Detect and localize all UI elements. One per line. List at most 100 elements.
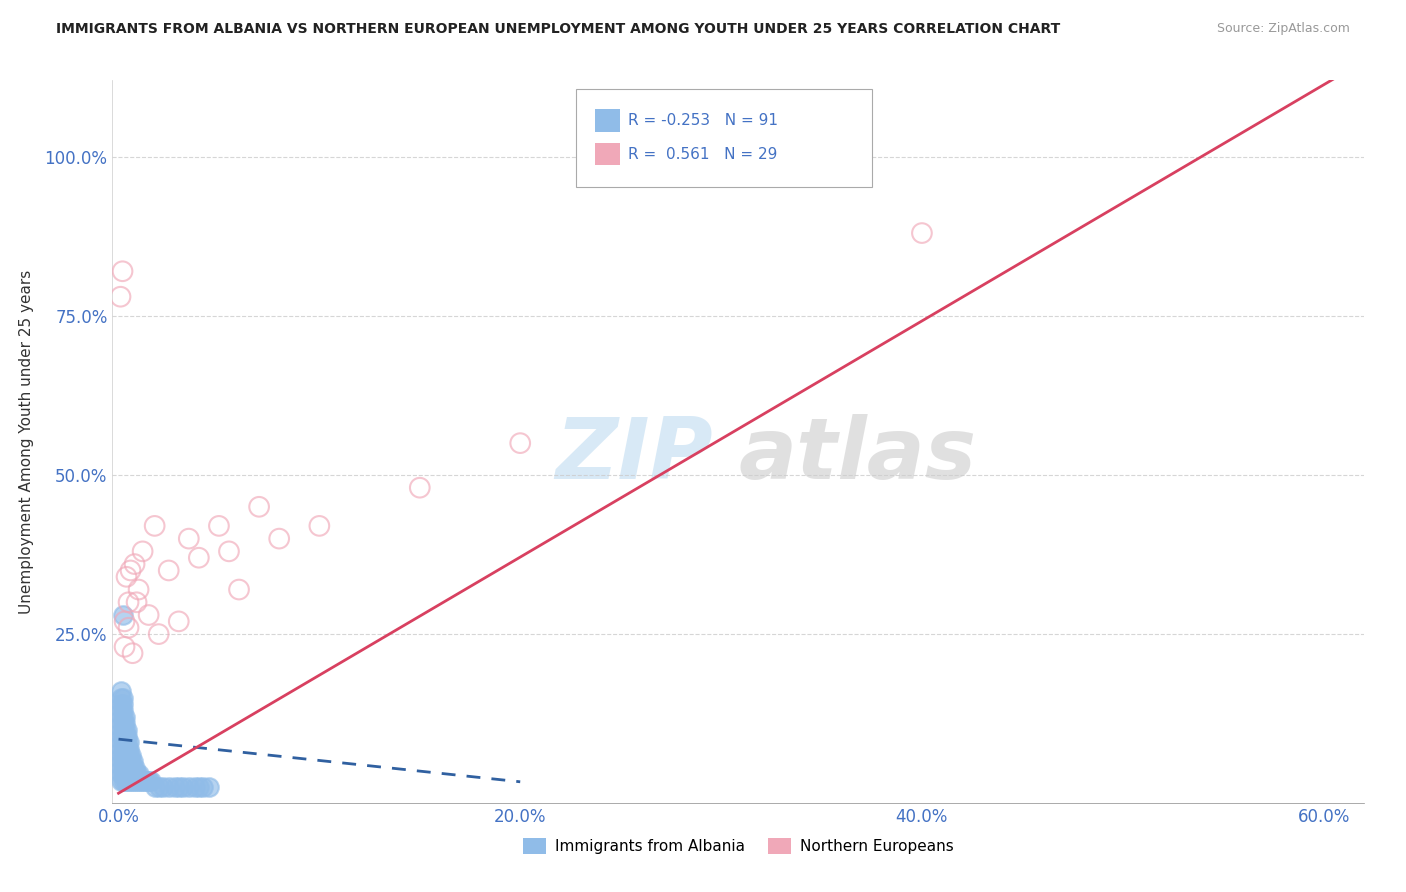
Point	[187, 780, 209, 794]
Point	[148, 780, 170, 794]
Point	[115, 773, 138, 788]
Point	[111, 690, 134, 705]
Point	[117, 621, 139, 635]
Text: IMMIGRANTS FROM ALBANIA VS NORTHERN EUROPEAN UNEMPLOYMENT AMONG YOUTH UNDER 25 Y: IMMIGRANTS FROM ALBANIA VS NORTHERN EURO…	[56, 22, 1060, 37]
Point	[114, 640, 136, 654]
Text: Source: ZipAtlas.com: Source: ZipAtlas.com	[1216, 22, 1350, 36]
Point	[110, 290, 132, 304]
Point	[117, 741, 139, 756]
Point	[228, 582, 250, 597]
Point	[128, 773, 150, 788]
Point	[115, 741, 138, 756]
Point	[110, 704, 132, 718]
Point	[138, 773, 160, 788]
Point	[120, 761, 142, 775]
Point	[121, 767, 143, 781]
Point	[111, 767, 134, 781]
Point	[409, 481, 432, 495]
Point	[110, 723, 132, 737]
Point	[135, 773, 157, 788]
Point	[177, 532, 200, 546]
Point	[111, 729, 134, 743]
Point	[131, 544, 153, 558]
Point	[139, 773, 162, 788]
Point	[509, 436, 531, 450]
Point	[120, 767, 142, 781]
Point	[129, 773, 152, 788]
Point	[152, 780, 174, 794]
Point	[117, 747, 139, 762]
Point	[157, 780, 180, 794]
Text: ZIP: ZIP	[555, 415, 713, 498]
Point	[115, 570, 138, 584]
Point	[198, 780, 221, 794]
Point	[110, 747, 132, 762]
Point	[172, 780, 194, 794]
Point	[110, 767, 132, 781]
Point	[111, 755, 134, 769]
Point	[111, 607, 134, 622]
Point	[117, 595, 139, 609]
Point	[114, 710, 136, 724]
Point	[177, 780, 200, 794]
Point	[114, 723, 136, 737]
Point	[138, 607, 160, 622]
Point	[111, 264, 134, 278]
Point	[157, 564, 180, 578]
Point	[117, 773, 139, 788]
Point	[111, 761, 134, 775]
Point	[117, 755, 139, 769]
Point	[115, 723, 138, 737]
Text: R =  0.561   N = 29: R = 0.561 N = 29	[628, 147, 778, 161]
Point	[120, 747, 142, 762]
Point	[911, 226, 934, 240]
Point	[111, 735, 134, 749]
Point	[247, 500, 270, 514]
Point	[110, 716, 132, 731]
Point	[121, 646, 143, 660]
Point	[120, 755, 142, 769]
Point	[111, 697, 134, 711]
Point	[111, 710, 134, 724]
Point	[187, 550, 209, 565]
Y-axis label: Unemployment Among Youth under 25 years: Unemployment Among Youth under 25 years	[18, 269, 34, 614]
Point	[111, 747, 134, 762]
Point	[208, 519, 231, 533]
Point	[110, 735, 132, 749]
Point	[218, 544, 240, 558]
Point	[125, 773, 148, 788]
Point	[148, 627, 170, 641]
Point	[114, 761, 136, 775]
Point	[115, 761, 138, 775]
Point	[110, 729, 132, 743]
Point	[167, 780, 190, 794]
Point	[117, 767, 139, 781]
Point	[191, 780, 214, 794]
Point	[114, 615, 136, 629]
Point	[114, 716, 136, 731]
Point	[121, 761, 143, 775]
Point	[120, 773, 142, 788]
Point	[121, 755, 143, 769]
Point	[115, 747, 138, 762]
Point	[111, 741, 134, 756]
Point	[269, 532, 291, 546]
Point	[111, 773, 134, 788]
Point	[114, 729, 136, 743]
Point	[125, 767, 148, 781]
Point	[110, 710, 132, 724]
Point	[131, 773, 153, 788]
Point	[111, 704, 134, 718]
Point	[110, 684, 132, 698]
Point	[114, 735, 136, 749]
Point	[128, 767, 150, 781]
Point	[121, 773, 143, 788]
Point	[110, 773, 132, 788]
Legend: Immigrants from Albania, Northern Europeans: Immigrants from Albania, Northern Europe…	[516, 832, 960, 860]
Point	[128, 582, 150, 597]
Point	[117, 761, 139, 775]
Point	[115, 767, 138, 781]
Point	[110, 741, 132, 756]
Point	[124, 761, 146, 775]
Point	[184, 780, 207, 794]
